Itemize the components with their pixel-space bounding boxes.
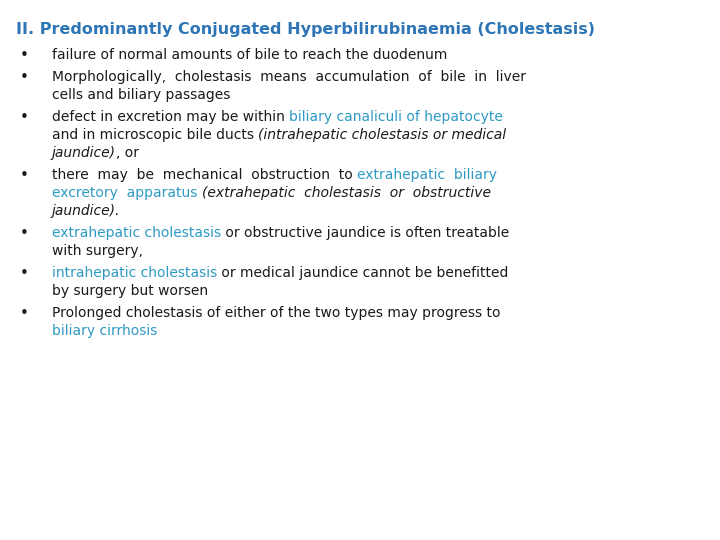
Text: extrahepatic cholestasis: extrahepatic cholestasis: [52, 226, 221, 240]
Text: •: •: [20, 48, 29, 63]
Text: •: •: [20, 168, 29, 183]
Text: with surgery,: with surgery,: [52, 244, 143, 258]
Text: defect in excretion may be within: defect in excretion may be within: [52, 110, 289, 124]
Text: •: •: [20, 266, 29, 281]
Text: II. Predominantly Conjugated Hyperbilirubinaemia (Cholestasis): II. Predominantly Conjugated Hyperbiliru…: [16, 22, 595, 37]
Text: intrahepatic cholestasis: intrahepatic cholestasis: [52, 266, 217, 280]
Text: Morphologically,  cholestasis  means  accumulation  of  bile  in  liver: Morphologically, cholestasis means accum…: [52, 70, 526, 84]
Text: there  may  be  mechanical  obstruction  to: there may be mechanical obstruction to: [52, 168, 357, 182]
Text: or medical jaundice cannot be benefitted: or medical jaundice cannot be benefitted: [217, 266, 508, 280]
Text: •: •: [20, 306, 29, 321]
Text: extrahepatic  biliary: extrahepatic biliary: [357, 168, 497, 182]
Text: (intrahepatic cholestasis or medical: (intrahepatic cholestasis or medical: [258, 128, 506, 142]
Text: cells and biliary passages: cells and biliary passages: [52, 88, 230, 102]
Text: (extrahepatic  cholestasis  or  obstructive: (extrahepatic cholestasis or obstructive: [202, 186, 491, 200]
Text: excretory  apparatus: excretory apparatus: [52, 186, 202, 200]
Text: biliary cirrhosis: biliary cirrhosis: [52, 324, 158, 338]
Text: , or: , or: [116, 146, 139, 160]
Text: or obstructive jaundice is often treatable: or obstructive jaundice is often treatab…: [221, 226, 509, 240]
Text: failure of normal amounts of bile to reach the duodenum: failure of normal amounts of bile to rea…: [52, 48, 447, 62]
Text: biliary canaliculi of hepatocyte: biliary canaliculi of hepatocyte: [289, 110, 503, 124]
Text: Prolonged cholestasis of either of the two types may progress to: Prolonged cholestasis of either of the t…: [52, 306, 500, 320]
Text: •: •: [20, 110, 29, 125]
Text: jaundice).: jaundice).: [52, 204, 120, 218]
Text: jaundice): jaundice): [52, 146, 116, 160]
Text: •: •: [20, 70, 29, 85]
Text: and in microscopic bile ducts: and in microscopic bile ducts: [52, 128, 258, 142]
Text: by surgery but worsen: by surgery but worsen: [52, 284, 208, 298]
Text: •: •: [20, 226, 29, 241]
